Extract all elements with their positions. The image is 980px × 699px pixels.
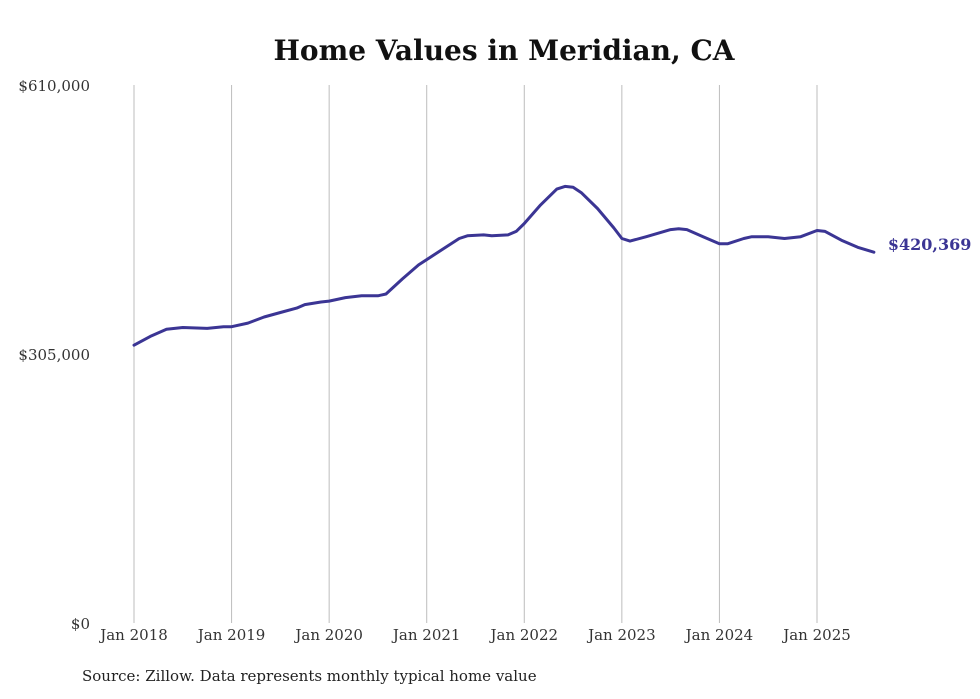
x-tick-label: Jan 2025 [781,626,851,644]
x-axis-tick-labels: Jan 2018 Jan 2019 Jan 2020 Jan 2021 Jan 2022… [98,626,851,644]
series-line [132,184,876,347]
x-tick-label: Jan 2018 [98,626,168,644]
x-tick-label: Jan 2021 [391,626,461,644]
x-tick-label: Jan 2020 [293,626,363,644]
x-tick-label: Jan 2022 [489,626,559,644]
end-value-label: $420,369 [888,235,972,254]
x-tick-label: Jan 2024 [684,626,754,644]
x-tick-label: Jan 2019 [196,626,266,644]
y-axis-tick-labels: $0 $305,000 $610,000 [18,77,90,633]
y-tick-label: $305,000 [18,346,90,364]
y-tick-label: $610,000 [18,77,90,95]
x-gridlines [133,85,818,623]
source-note: Source: Zillow. Data represents monthly … [82,667,537,685]
chart-title: Home Values in Meridian, CA [273,34,735,67]
x-tick-label: Jan 2023 [586,626,656,644]
y-tick-label: $0 [71,615,90,633]
